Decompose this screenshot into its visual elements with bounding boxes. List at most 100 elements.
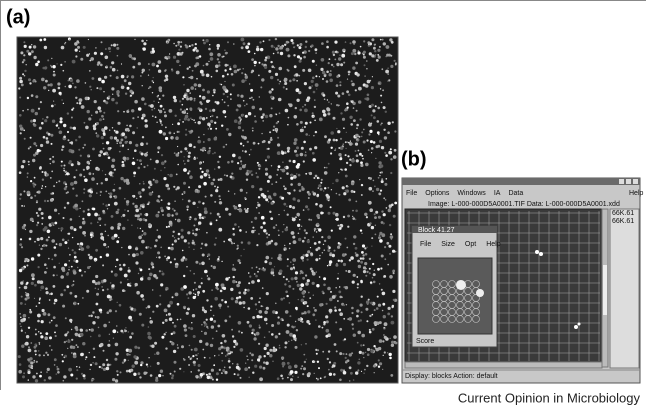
menu-item[interactable]: Size [441, 241, 455, 248]
spot [238, 126, 241, 129]
spot [74, 181, 78, 185]
spot [184, 109, 186, 111]
spot [387, 68, 388, 69]
spot [174, 133, 175, 134]
spot [238, 156, 241, 159]
spot [83, 169, 85, 171]
spot [36, 373, 38, 375]
spot [365, 352, 366, 353]
spot [42, 245, 44, 247]
spot [102, 363, 105, 366]
spot [304, 301, 307, 304]
spot [350, 256, 354, 260]
menu-item[interactable]: Options [425, 190, 450, 197]
spot [137, 127, 138, 128]
spot [195, 88, 197, 90]
list-item[interactable]: 66K.61 [612, 218, 634, 225]
menu-item[interactable]: File [420, 241, 431, 248]
spot [228, 360, 231, 363]
menu-item[interactable]: Help [629, 190, 644, 197]
spot [116, 44, 118, 46]
spot [102, 130, 105, 133]
spot [185, 115, 189, 119]
spot [380, 88, 381, 89]
menu-item[interactable]: IA [494, 190, 501, 197]
spot [165, 347, 167, 349]
spot [91, 177, 95, 181]
spot [289, 205, 292, 208]
spot [92, 280, 95, 283]
spot [266, 307, 269, 310]
spot [160, 122, 162, 124]
spot [84, 235, 86, 237]
spot [157, 229, 159, 231]
menu-item[interactable]: Opt [465, 241, 476, 248]
spot [299, 190, 302, 193]
spot [235, 300, 238, 303]
spot [41, 217, 43, 219]
spot [114, 358, 117, 361]
menu-item[interactable]: Help [486, 241, 501, 248]
spot [271, 107, 273, 109]
spot [58, 228, 59, 229]
spot [269, 114, 272, 117]
spot [22, 61, 24, 63]
spot [369, 106, 371, 108]
spot [18, 87, 20, 89]
window-button[interactable] [626, 179, 631, 184]
spot [137, 116, 138, 117]
spot [372, 314, 374, 316]
spot [87, 154, 90, 157]
spot [344, 168, 347, 171]
spot [313, 135, 314, 136]
spot [347, 79, 348, 80]
spot [363, 344, 365, 346]
spot [37, 320, 40, 323]
spot [263, 361, 265, 363]
spot [243, 68, 244, 69]
menu-item[interactable]: Windows [457, 190, 486, 197]
spot [110, 75, 112, 77]
spot [53, 274, 55, 276]
spot [227, 306, 229, 308]
spot [244, 197, 246, 199]
window-button[interactable] [619, 179, 624, 184]
spot [188, 291, 191, 294]
spot [316, 284, 319, 287]
menu-item[interactable]: File [406, 190, 417, 197]
scroll-thumb[interactable] [603, 265, 607, 315]
window-button[interactable] [633, 179, 638, 184]
spot [180, 287, 184, 291]
spot [273, 226, 276, 229]
spot [78, 136, 81, 139]
spot [164, 167, 165, 168]
list-item[interactable]: 66K.61 [612, 210, 634, 217]
spot [108, 47, 111, 50]
spot [109, 51, 111, 53]
spot [211, 76, 213, 78]
spot [326, 80, 329, 83]
spot [127, 219, 128, 220]
spot [115, 379, 118, 382]
spot [22, 110, 24, 112]
scrollbar[interactable] [405, 362, 602, 368]
spot [215, 283, 219, 287]
spot [227, 161, 230, 164]
spot [324, 167, 326, 169]
spot [177, 122, 180, 125]
spot [179, 100, 181, 102]
spot [153, 179, 155, 181]
spot [102, 143, 103, 144]
spot [228, 358, 229, 359]
spot [375, 158, 376, 159]
spot [140, 228, 141, 229]
menu-item[interactable]: Data [508, 190, 523, 197]
spot [202, 307, 204, 309]
spot [90, 315, 93, 318]
spot [264, 260, 267, 263]
spot [288, 281, 290, 283]
spot [29, 146, 31, 148]
spot [389, 338, 390, 339]
spot [224, 101, 226, 103]
spot [358, 50, 360, 52]
